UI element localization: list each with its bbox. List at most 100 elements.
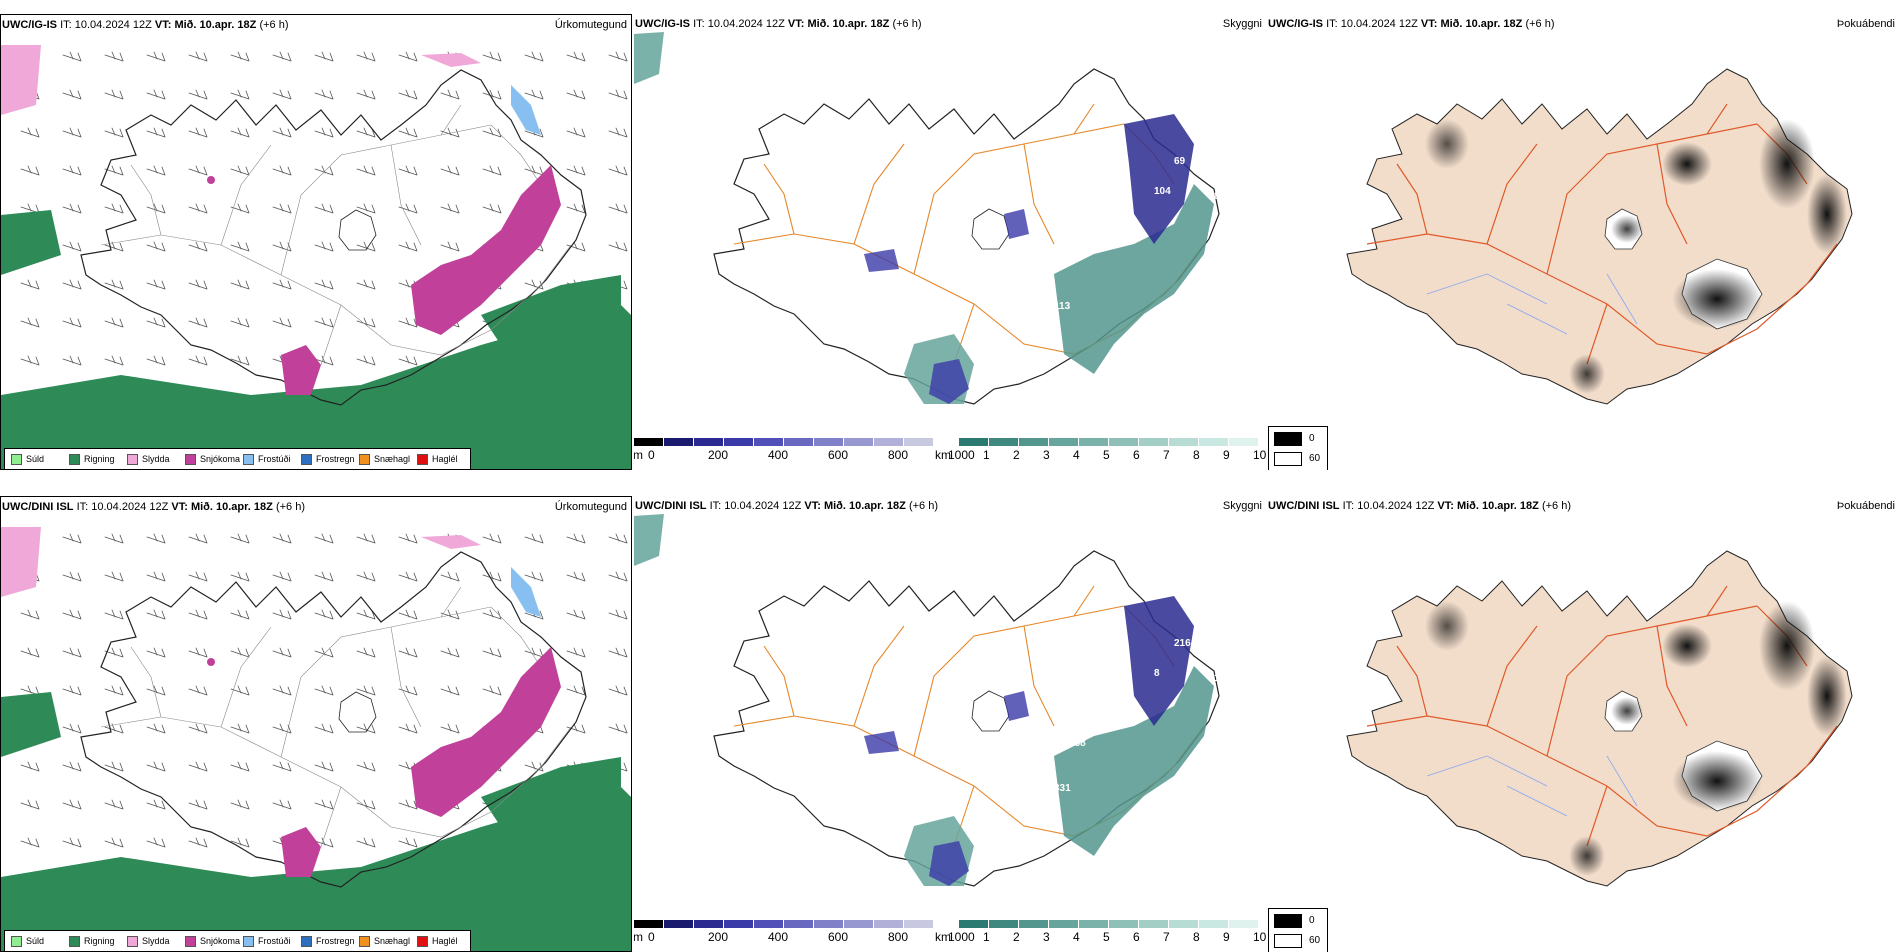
- wind-barb: [356, 571, 376, 582]
- wind-barb: [356, 165, 376, 176]
- height-bar-cell: [874, 920, 904, 928]
- wind-barb: [356, 51, 376, 62]
- wind-barb: [272, 89, 292, 100]
- frost-drizzle-area: [511, 567, 541, 617]
- height-bar-cell: [814, 438, 844, 446]
- wind-barb: [608, 165, 628, 176]
- wind-barb: [608, 127, 628, 138]
- wind-barb: [524, 51, 544, 62]
- height-bar-cell: [664, 438, 694, 446]
- low-vis-area: [1054, 666, 1214, 856]
- wind-barb: [398, 647, 418, 658]
- wind-barb: [314, 165, 334, 176]
- height-tick: 400: [768, 930, 789, 944]
- road-lines: [733, 103, 1205, 365]
- height-bar-cell: [904, 438, 934, 446]
- wind-barb: [146, 837, 166, 848]
- wind-barb: [398, 533, 418, 544]
- wind-barb: [188, 165, 208, 176]
- visibility-value-label: 1: [1219, 206, 1225, 217]
- wind-barb: [272, 799, 292, 810]
- wind-barb: [272, 685, 292, 696]
- legend-swatch: [11, 936, 22, 948]
- wind-barb: [440, 571, 460, 582]
- wind-barb: [146, 355, 166, 366]
- wind-barb: [188, 203, 208, 214]
- wind-barb: [20, 647, 40, 658]
- height-unit: m: [634, 930, 643, 944]
- visibility-labels: 2161676311049161105204103131180731613311…: [934, 638, 1231, 909]
- height-bar-cell: [784, 438, 814, 446]
- sleet-area: [1, 527, 41, 597]
- wind-barb: [440, 127, 460, 138]
- wind-barb: [20, 279, 40, 290]
- wind-barb: [608, 51, 628, 62]
- height-tick: 800: [888, 930, 909, 944]
- fog-legend: 0 60: [1268, 908, 1328, 952]
- panel-field-name: Úrkomutegund: [554, 501, 627, 513]
- wind-barb: [104, 51, 124, 62]
- wind-barb: [356, 647, 376, 658]
- height-tick: 200: [708, 448, 729, 462]
- fog-patch: [1662, 142, 1712, 186]
- wind-barb: [608, 647, 628, 658]
- wind-barb: [188, 51, 208, 62]
- vis-tick: 5: [1103, 448, 1110, 462]
- precip-legend-item: Haglél: [417, 936, 458, 948]
- glacier-outline: [338, 209, 377, 251]
- wind-barb: [314, 317, 334, 328]
- panel-title: UWC/IG-IS IT: 10.04.2024 12Z VT: Mið. 10…: [635, 18, 922, 30]
- fog-index-panel: UWC/IG-IS IT: 10.04.2024 12Z VT: Mið. 10…: [1267, 14, 1899, 470]
- wind-barb: [314, 51, 334, 62]
- height-colorbar: m 0 200 400 600 800 1000: [634, 920, 975, 946]
- wind-barb: [146, 533, 166, 544]
- low-cloud-area: [929, 841, 969, 886]
- wind-barb: [230, 837, 250, 848]
- legend-label: Frostúði: [258, 454, 291, 464]
- wind-barb: [20, 799, 40, 810]
- visibility-value-label: 63: [1219, 708, 1231, 719]
- visibility-value-label: 204: [1144, 808, 1161, 819]
- visibility-value-label: 180: [994, 878, 1011, 889]
- wind-barb: [20, 761, 40, 772]
- wind-barb: [482, 51, 502, 62]
- vis-bar-cell: [959, 920, 989, 928]
- legend-swatch: [301, 936, 312, 948]
- visibility-value-label: 20: [1044, 216, 1056, 227]
- wind-barb: [398, 571, 418, 582]
- wind-barb: [356, 89, 376, 100]
- wind-barb: [482, 127, 502, 138]
- wind-barb: [272, 165, 292, 176]
- wind-barb: [104, 647, 124, 658]
- sea-fog-patch: [634, 514, 664, 566]
- wind-barb: [188, 837, 208, 848]
- wind-barb: [230, 127, 250, 138]
- wind-barb: [230, 609, 250, 620]
- wind-barb: [104, 761, 124, 772]
- height-tick: 1000: [948, 930, 975, 944]
- wind-barb: [230, 317, 250, 328]
- visibility-value-label: 180: [934, 793, 951, 804]
- road-lines: [1366, 103, 1838, 365]
- legend-swatch: [417, 454, 428, 466]
- legend-swatch: [69, 454, 80, 466]
- visibility-colorbar: km 1 2 3 4 5 6 7 8 9 10: [935, 438, 1266, 464]
- legend-label: Snjókoma: [200, 936, 241, 946]
- height-tick: 0: [648, 930, 655, 944]
- wind-barb: [188, 571, 208, 582]
- fog-index-panel: UWC/DINI ISL IT: 10.04.2024 12Z VT: Mið.…: [1267, 496, 1899, 952]
- wind-barb: [272, 127, 292, 138]
- vis-bar-cell: [1019, 438, 1049, 446]
- legend-swatch: [127, 936, 138, 948]
- wind-barb: [314, 533, 334, 544]
- wind-barb: [398, 685, 418, 696]
- wind-barb: [188, 317, 208, 328]
- rain-band-east: [481, 757, 621, 827]
- vis-bar-cell: [1049, 438, 1079, 446]
- panel-title: UWC/DINI ISL IT: 10.04.2024 12Z VT: Mið.…: [635, 500, 938, 512]
- wind-barb: [482, 647, 502, 658]
- fog-patch: [1759, 119, 1815, 209]
- wind-barb: [188, 609, 208, 620]
- road-lines: [100, 104, 572, 366]
- wind-barb: [230, 761, 250, 772]
